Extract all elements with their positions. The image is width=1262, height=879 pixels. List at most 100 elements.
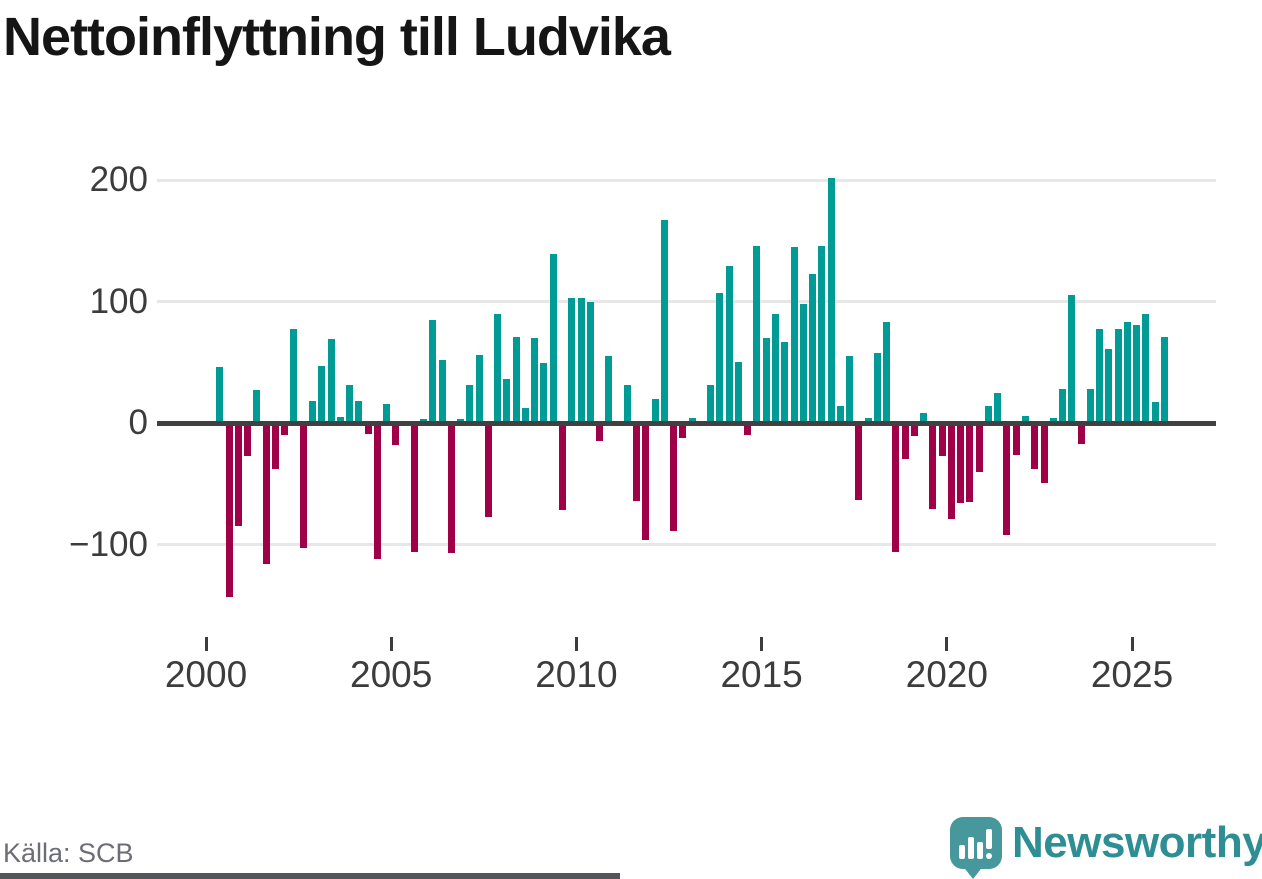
bar-2006Q3 [447, 423, 455, 553]
x-axis-tick-2025 [1130, 637, 1134, 651]
bar-2019Q2 [920, 413, 928, 423]
bar-2025Q1 [1133, 324, 1141, 423]
bar-2010Q3 [596, 423, 604, 442]
bar-2023Q3 [1077, 423, 1085, 444]
y-axis-label--100: −100 [69, 524, 148, 564]
bar-2025Q3 [1151, 402, 1159, 423]
bar-2025Q2 [1142, 313, 1150, 423]
x-axis-tick-2020 [945, 637, 949, 651]
bar-2004Q3 [373, 423, 381, 560]
y-axis-label-200: 200 [89, 160, 148, 199]
bar-2009Q4 [568, 297, 576, 423]
bar-2013Q3 [707, 385, 715, 423]
bar-2019Q1 [910, 423, 918, 437]
bar-2020Q1 [947, 423, 955, 519]
bar-2018Q2 [883, 322, 891, 423]
bar-2023Q4 [1086, 388, 1094, 423]
x-axis-label-2020: 2020 [905, 654, 988, 695]
zero-axis-line [157, 420, 1216, 426]
x-axis-label-2000: 2000 [164, 654, 248, 695]
bar-2016Q3 [818, 245, 826, 423]
bar-2022Q2 [1031, 423, 1039, 470]
x-axis-tick-2000 [204, 637, 208, 651]
bar-2008Q1 [503, 379, 511, 423]
x-axis-tick-2005 [389, 637, 393, 651]
bar-2010Q1 [577, 297, 585, 423]
x-axis-label-2015: 2015 [720, 654, 803, 695]
bar-2008Q4 [531, 337, 539, 423]
bar-2006Q1 [429, 319, 437, 423]
bar-2011Q3 [633, 423, 641, 501]
bar-2014Q3 [744, 423, 752, 436]
bar-2005Q1 [392, 423, 400, 445]
bar-2001Q2 [253, 390, 261, 423]
bar-2023Q2 [1068, 295, 1076, 423]
bar-2007Q2 [475, 354, 483, 423]
bar-2024Q3 [1114, 329, 1122, 423]
bar-2020Q2 [957, 423, 965, 504]
bar-2021Q4 [1012, 423, 1020, 455]
bar-2001Q1 [244, 423, 252, 456]
bar-2018Q3 [892, 423, 900, 552]
bar-2023Q1 [1059, 388, 1067, 423]
bar-2004Q2 [364, 423, 372, 434]
bar-2014Q1 [725, 266, 733, 423]
bar-2019Q4 [938, 423, 946, 456]
bar-2020Q4 [975, 423, 983, 472]
bar-2001Q3 [262, 423, 270, 564]
bar-2004Q4 [383, 403, 391, 423]
bar-2009Q2 [549, 254, 557, 423]
gridline--100 [157, 543, 1216, 546]
bar-2016Q1 [799, 303, 807, 423]
bar-2010Q2 [586, 301, 594, 423]
bar-2015Q1 [762, 337, 770, 423]
bar-2020Q3 [966, 423, 974, 502]
bar-2006Q2 [438, 359, 446, 423]
x-axis-label-2005: 2005 [350, 654, 433, 695]
bar-2007Q1 [466, 385, 474, 423]
bar-2025Q4 [1160, 336, 1168, 423]
bar-2012Q4 [679, 423, 687, 438]
bottom-divider-bar [0, 873, 620, 879]
bar-2008Q2 [512, 336, 520, 423]
bar-2024Q2 [1105, 348, 1113, 423]
y-axis-label-100: 100 [89, 281, 148, 321]
bar-2014Q4 [753, 245, 761, 423]
bar-2015Q2 [771, 313, 779, 423]
x-axis-tick-2010 [574, 637, 578, 651]
bar-2003Q3 [336, 416, 344, 423]
bar-2015Q4 [790, 246, 798, 423]
bar-2000Q4 [234, 423, 242, 527]
bar-2022Q3 [1040, 423, 1048, 483]
gridline-100 [157, 300, 1216, 303]
bar-2024Q4 [1123, 322, 1131, 423]
bar-2011Q2 [623, 385, 631, 423]
gridline-200 [157, 178, 1216, 182]
bar-2017Q2 [846, 356, 854, 423]
bar-2017Q3 [855, 423, 863, 500]
bar-2016Q4 [827, 177, 835, 423]
bar-2003Q1 [318, 365, 326, 423]
bar-2005Q3 [410, 423, 418, 552]
bar-2003Q4 [346, 385, 354, 423]
bar-2017Q1 [836, 405, 844, 423]
bar-2008Q3 [521, 408, 529, 423]
bar-2021Q1 [984, 405, 992, 423]
bar-2021Q2 [994, 392, 1002, 423]
bar-2002Q1 [281, 423, 289, 436]
source-label: Källa: SCB [3, 838, 134, 868]
speech-bubble-tail [962, 865, 984, 879]
brand-wordmark: Newsworthy [1012, 818, 1262, 867]
bar-2016Q2 [809, 273, 817, 423]
bar-2009Q1 [540, 363, 548, 423]
chart-title: Nettoinflyttning till Ludvika [3, 7, 671, 67]
bar-2007Q3 [484, 423, 492, 517]
y-axis-label-0: 0 [128, 403, 148, 442]
bar-2004Q1 [355, 401, 363, 423]
bar-2012Q1 [651, 398, 659, 423]
newsworthy-logo-icon [950, 817, 1002, 869]
bar-2002Q4 [308, 401, 316, 423]
bar-2022Q1 [1022, 415, 1029, 423]
bar-2003Q2 [327, 339, 335, 423]
